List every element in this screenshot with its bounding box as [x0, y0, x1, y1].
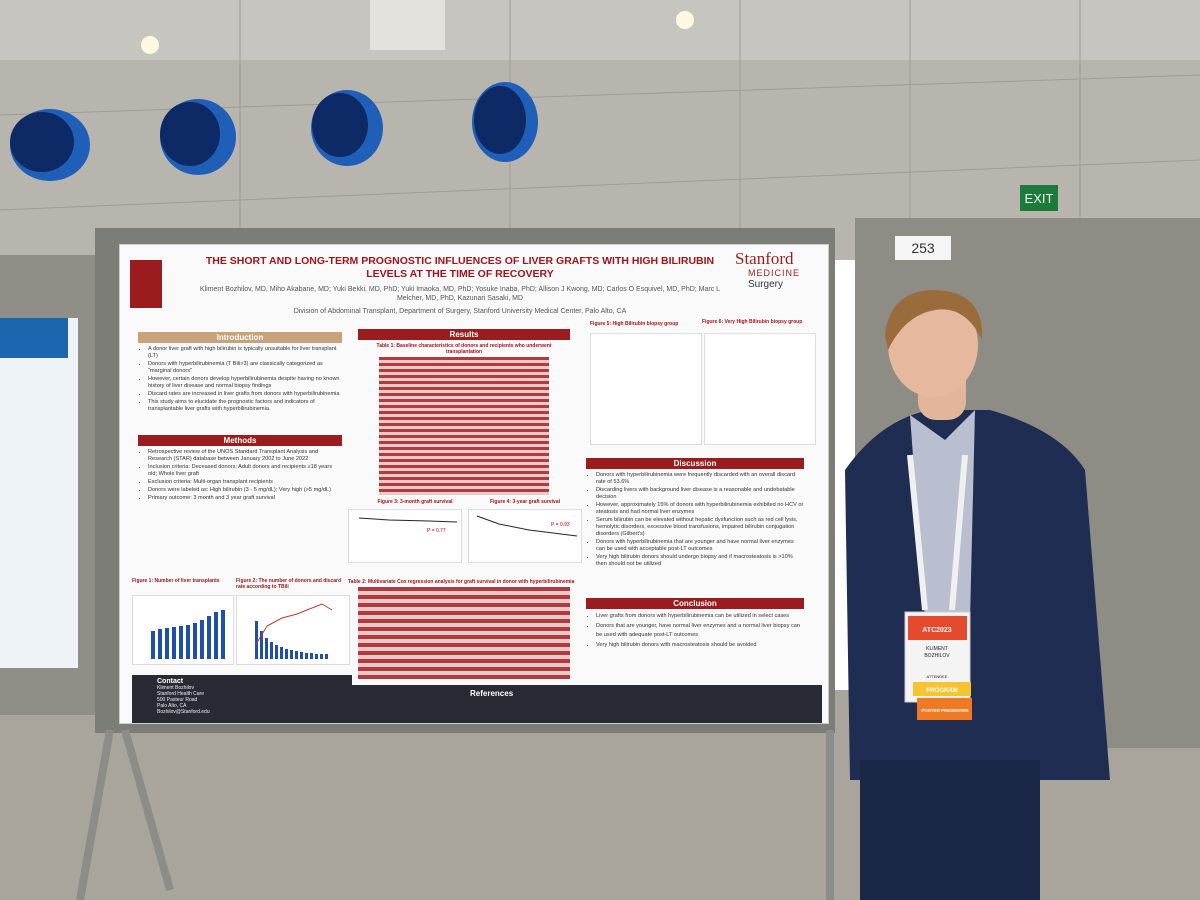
introduction: Introduction A donor liver graft with hi… — [138, 332, 342, 414]
bullet: Very high bilirubin donors with macroste… — [596, 641, 804, 650]
logo-line: MEDICINE — [748, 268, 801, 278]
survival-chart — [476, 515, 578, 537]
contact-line: Stanford Health Care — [157, 691, 204, 697]
bullet: Primary outcome: 3 month and 3 year graf… — [148, 495, 342, 502]
poster: THE SHORT AND LONG-TERM PROGNOSTIC INFLU… — [120, 245, 828, 723]
discussion: Discussion Donors with hyperbilirubinemi… — [586, 458, 804, 569]
references-footer: References — [352, 685, 822, 723]
references-heading: References — [470, 689, 514, 698]
figure-4-chart: P = 0.93 — [468, 509, 582, 563]
bullet: Very high bilirubin donors should underg… — [596, 554, 804, 568]
figure-5-chart — [590, 333, 702, 445]
bullet-list: A donor liver graft with high bilirubin … — [138, 346, 342, 413]
methods: Methods Retrospective review of the UNOS… — [138, 435, 342, 503]
bar-line-chart — [254, 603, 333, 659]
badge-first-name: KLIMENT — [926, 646, 948, 652]
exit-text: EXIT — [1025, 191, 1054, 206]
bullet: However, approximately 15% of donors wit… — [596, 502, 804, 516]
bullet: Serum bilirubin can be elevated without … — [596, 517, 804, 538]
section-heading: Discussion — [586, 458, 804, 469]
poster-affiliation: Division of Abdominal Transplant, Depart… — [293, 308, 627, 315]
badge-role: ATTENDEE — [926, 674, 947, 679]
stanford-s-logo — [130, 260, 162, 308]
person — [845, 290, 1110, 900]
figure-2-chart — [236, 595, 350, 665]
exit-sign — [1020, 185, 1058, 211]
bullet: Inclusion criteria: Deceased donors; Adu… — [148, 464, 342, 478]
bullet: Donors that are younger, have normal liv… — [596, 622, 804, 640]
bullet: Liver grafts from donors with hyperbilir… — [596, 612, 804, 621]
contact-line: Palo Alto, CA — [157, 703, 187, 709]
section-heading: Results — [358, 329, 570, 340]
table-1 — [379, 357, 549, 495]
bullet-list: Liver grafts from donors with hyperbilir… — [586, 612, 804, 650]
logo-line: Surgery — [748, 279, 784, 290]
booth-plate — [895, 236, 951, 260]
badge-event: ATC2023 — [922, 627, 952, 634]
bullet: Donors with hyperbilirubinemia that are … — [596, 539, 804, 553]
badge-ribbon: POSTER PRESENTER — [921, 708, 969, 713]
light — [141, 36, 159, 54]
logo-name: Stanford — [735, 249, 794, 268]
contact-footer: Contact Kliment Bozhilov Stanford Health … — [132, 675, 352, 723]
figure-caption: Figure 3: 3-month graft survival — [377, 499, 453, 505]
bullet: This study aims to elucidate the prognos… — [148, 399, 342, 413]
poster-authors: Kliment Bozhilov, MD, Miho Akabane, MD; … — [199, 286, 721, 302]
bullet: Discard rates are increased in liver gra… — [148, 391, 342, 398]
figure-caption: Figure 1: Number of liver transplants — [132, 578, 220, 584]
figure-1-chart — [132, 595, 234, 665]
bullet: Donors were labeled as: High bilirubin (… — [148, 487, 342, 494]
figure-caption: Figure 4: 3-year graft survival — [489, 499, 561, 505]
figure-6-chart — [704, 333, 816, 445]
ceiling — [0, 0, 1200, 60]
p-value: P = 0.93 — [551, 522, 570, 528]
bar-chart — [151, 610, 225, 659]
contact-line: Kliment Bozhilov — [157, 685, 194, 691]
figure-caption: Figure 2: The number of donors and disca… — [236, 578, 342, 590]
left-poster — [0, 318, 78, 668]
bullet: Retrospective review of the UNOS Standar… — [148, 449, 342, 463]
beam — [370, 0, 445, 50]
results: Results Table 1: Baseline characteristic… — [358, 329, 570, 495]
bullet: Donors with hyperbilirubinemia were freq… — [596, 472, 804, 486]
contact-lines: Kliment Bozhilov Stanford Health Care 500 … — [157, 685, 352, 715]
bullet: Exclusion criteria: Multi-organ transpla… — [148, 479, 342, 486]
figure-3-chart: P = 0.77 — [348, 509, 462, 563]
contact-line: 500 Pasteur Road — [157, 697, 198, 703]
poster-title: THE SHORT AND LONG-TERM PROGNOSTIC INFLU… — [205, 255, 715, 280]
table-caption: Table 2: Multivariate Cox regression ana… — [348, 579, 575, 585]
section-heading: Methods — [138, 435, 342, 446]
badge-last-name: BOZHILOV — [924, 653, 950, 659]
bullet-list: Donors with hyperbilirubinemia were freq… — [586, 472, 804, 568]
easel-legs — [76, 728, 834, 900]
booth-number: 253 — [911, 240, 935, 256]
light — [676, 11, 694, 29]
bullet-list: Retrospective review of the UNOS Standar… — [138, 449, 342, 502]
badge-ribbon: PROGRAM — [926, 688, 957, 694]
bullet: Discarding livers with background liver … — [596, 487, 804, 501]
contact-line: Bozhilov@Stanford.edu — [157, 709, 210, 715]
figure-caption: Figure 5: High Bilirubin biopsy group — [590, 321, 679, 327]
survival-chart — [358, 517, 458, 523]
section-heading: Conclusion — [586, 598, 804, 609]
bullet: A donor liver graft with high bilirubin … — [148, 346, 342, 360]
contact-heading: Contact — [157, 678, 184, 685]
duct-openings — [10, 86, 526, 172]
bullet: However, certain donors develop hyperbil… — [148, 376, 342, 390]
table-caption: Table 1: Baseline characteristics of don… — [376, 343, 552, 355]
left-poster-header — [0, 318, 68, 358]
bullet: Donors with hyperbilirubinemia (T Bili>3… — [148, 361, 342, 375]
table-2 — [358, 587, 570, 679]
p-value: P = 0.77 — [427, 528, 446, 534]
section-heading: Introduction — [138, 332, 342, 343]
conclusion: Conclusion Liver grafts from donors with… — [586, 598, 804, 651]
figure-caption: Figure 6: Very High Bilirubin biopsy gro… — [702, 319, 803, 325]
